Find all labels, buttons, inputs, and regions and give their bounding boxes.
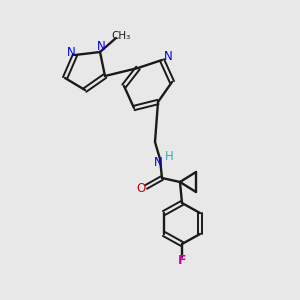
Text: O: O <box>136 182 146 194</box>
Text: CH₃: CH₃ <box>111 31 130 41</box>
Text: F: F <box>178 254 186 268</box>
Text: N: N <box>154 155 162 169</box>
Text: N: N <box>97 40 105 52</box>
Text: N: N <box>67 46 75 59</box>
Text: H: H <box>165 149 173 163</box>
Text: N: N <box>164 50 172 62</box>
